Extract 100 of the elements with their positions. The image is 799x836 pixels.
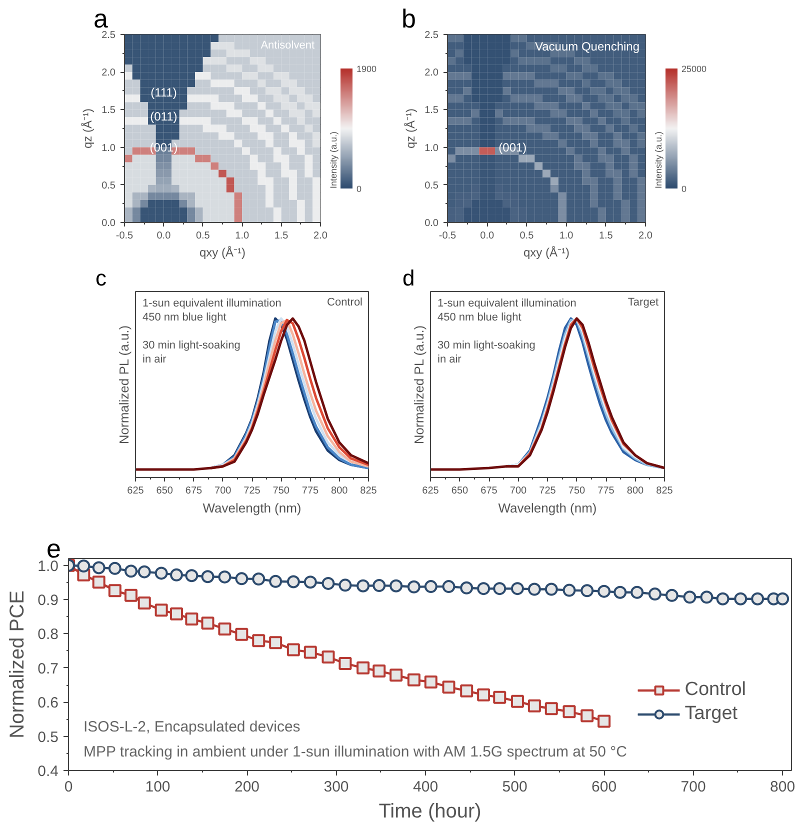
y-tick-label: 1.5 bbox=[102, 105, 116, 116]
point bbox=[124, 564, 138, 578]
x-tick-label: -0.5 bbox=[438, 230, 457, 242]
point bbox=[356, 661, 370, 674]
color-bar-label: 0 bbox=[682, 184, 687, 194]
chart-subtitle: Vacuum Quenching bbox=[534, 40, 640, 54]
point bbox=[338, 578, 352, 592]
point bbox=[252, 572, 266, 586]
point bbox=[528, 582, 541, 596]
point bbox=[218, 570, 232, 584]
point bbox=[442, 680, 456, 694]
point bbox=[683, 590, 696, 604]
point bbox=[510, 582, 524, 596]
point bbox=[92, 561, 106, 574]
y-tick-label: 1.0 bbox=[102, 142, 116, 154]
color-bar-label: 0 bbox=[356, 184, 362, 194]
x-tick-label: 400 bbox=[413, 778, 438, 796]
point bbox=[776, 592, 790, 606]
annotation: (001) bbox=[498, 140, 527, 154]
x-tick-label: 0.5 bbox=[196, 230, 210, 242]
y-tick-label: 0.5 bbox=[424, 180, 439, 192]
chart-title: c bbox=[96, 266, 106, 290]
y-tick-label: 0.9 bbox=[38, 592, 59, 610]
chart-subtitle: Control bbox=[327, 296, 363, 308]
x-tick-label: 625 bbox=[127, 486, 144, 496]
x-tick-label: 700 bbox=[510, 486, 528, 496]
point bbox=[477, 582, 490, 596]
point bbox=[510, 694, 524, 708]
chart-subtitle: Antisolvent bbox=[260, 40, 315, 52]
y-tick-label: 0.4 bbox=[38, 763, 59, 780]
point bbox=[201, 616, 214, 630]
point bbox=[372, 664, 386, 678]
x-tick-label: 800 bbox=[331, 486, 348, 496]
annotation: 30 min light-soaking in air bbox=[142, 340, 240, 366]
point bbox=[562, 705, 576, 718]
x-tick-label: 650 bbox=[156, 486, 174, 496]
color-bar-title: Intensity (a.u.) bbox=[328, 131, 338, 188]
y-tick-label: 1.0 bbox=[424, 142, 439, 154]
x-tick-label: 750 bbox=[568, 486, 586, 496]
x-tick-label: 0.5 bbox=[520, 230, 534, 242]
x-tick-label: 800 bbox=[626, 486, 644, 496]
point bbox=[322, 650, 335, 664]
y-tick-label: 2.0 bbox=[424, 68, 439, 79]
x-tick-label: 725 bbox=[539, 486, 556, 496]
point bbox=[304, 646, 317, 659]
x-tick-label: 825 bbox=[656, 486, 674, 496]
point bbox=[338, 656, 352, 670]
point bbox=[218, 622, 232, 636]
point bbox=[322, 576, 335, 590]
y-tick-label: 0.0 bbox=[102, 218, 116, 229]
point bbox=[442, 580, 456, 594]
x-tick-label: 0 bbox=[64, 778, 73, 796]
legend-label: Target bbox=[684, 703, 738, 725]
point bbox=[390, 668, 403, 682]
y-tick-label: 2.5 bbox=[102, 30, 116, 41]
point bbox=[154, 604, 168, 617]
point bbox=[580, 709, 594, 722]
annotation: MPP tracking in ambient under 1-sun illumination with AM 1.5G spectrum at 50 °C bbox=[84, 744, 628, 760]
annotation: ISOS-L-2, Encapsulated devices bbox=[84, 718, 300, 736]
point bbox=[544, 702, 558, 716]
x-tick-label: 650 bbox=[451, 486, 469, 496]
y-tick-label: 2.5 bbox=[424, 30, 439, 41]
x-tick-label: 700 bbox=[680, 778, 706, 796]
point bbox=[108, 562, 122, 575]
point bbox=[356, 579, 370, 592]
point bbox=[700, 590, 714, 604]
point bbox=[286, 575, 300, 588]
y-axis-title: qz (Å⁻¹) bbox=[404, 108, 418, 148]
point bbox=[614, 586, 627, 599]
x-tick-label: 675 bbox=[185, 486, 203, 496]
y-tick-label: 0.7 bbox=[38, 660, 59, 678]
point bbox=[716, 592, 730, 606]
point bbox=[598, 584, 611, 598]
point bbox=[528, 699, 541, 712]
y-tick-label: 0.8 bbox=[38, 626, 59, 644]
x-tick-label: 775 bbox=[302, 486, 320, 496]
x-tick-label: 2.0 bbox=[638, 230, 653, 242]
x-tick-label: 1.5 bbox=[598, 230, 614, 242]
x-tick-label: 775 bbox=[598, 486, 615, 496]
legend-label: Control bbox=[684, 679, 746, 701]
point bbox=[751, 592, 764, 606]
x-tick-label: 725 bbox=[244, 486, 261, 496]
point bbox=[390, 579, 403, 592]
point bbox=[124, 588, 138, 602]
y-tick-label: 0.5 bbox=[102, 180, 116, 192]
point bbox=[235, 628, 248, 641]
x-tick-label: 1.5 bbox=[274, 230, 289, 242]
x-tick-label: 625 bbox=[422, 486, 440, 496]
point bbox=[154, 566, 168, 580]
y-axis-title: Normalized PL (a.u.) bbox=[412, 325, 426, 444]
point bbox=[648, 588, 662, 601]
x-tick-label: 200 bbox=[234, 778, 260, 796]
x-tick-label: -0.5 bbox=[116, 230, 134, 242]
x-tick-label: 2.0 bbox=[314, 230, 328, 242]
point bbox=[108, 584, 122, 598]
point bbox=[269, 636, 282, 650]
x-axis-title: qxy (Å⁻¹) bbox=[524, 246, 570, 260]
x-tick-label: 750 bbox=[272, 486, 290, 496]
y-axis-title: qz (Å⁻¹) bbox=[80, 108, 95, 148]
point bbox=[493, 582, 506, 596]
